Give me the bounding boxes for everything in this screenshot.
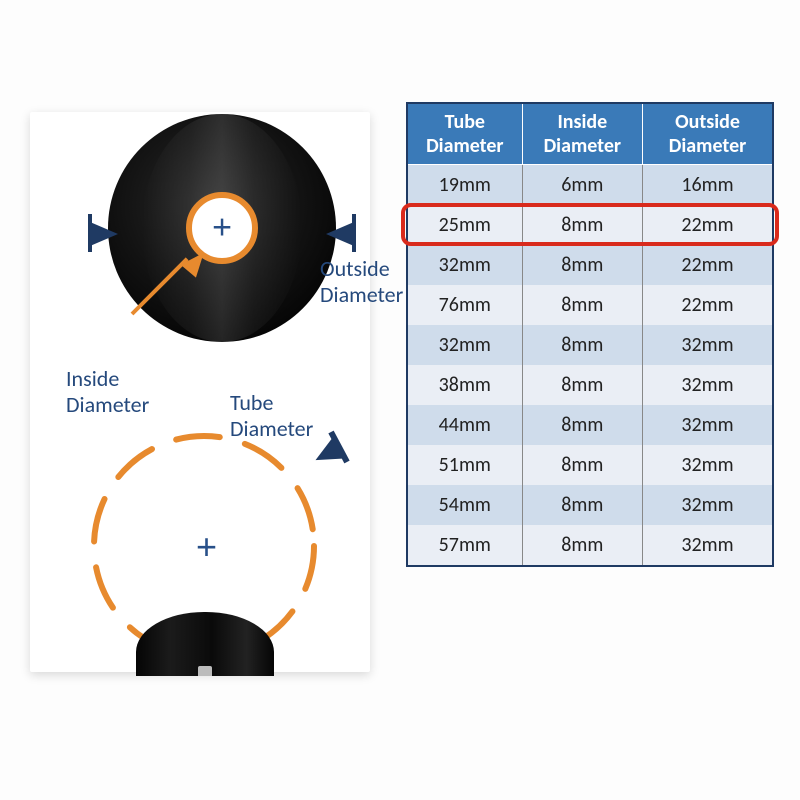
table-cell: 32mm (643, 525, 773, 566)
outside-diameter-label: OutsideDiameter (320, 256, 420, 309)
table-cell: 32mm (643, 485, 773, 525)
table-cell: 8mm (522, 365, 642, 405)
table-cell: 19mm (407, 165, 522, 206)
bottom-tube-diagram: + (78, 426, 338, 676)
col-outside-diameter: Outside Diameter (643, 103, 773, 165)
table-cell: 8mm (522, 205, 642, 245)
col-tube-diameter: Tube Diameter (407, 103, 522, 165)
table-cell: 32mm (643, 405, 773, 445)
table-row: 32mm8mm22mm (407, 245, 773, 285)
table-row: 25mm8mm22mm (407, 205, 773, 245)
table-cell: 22mm (643, 245, 773, 285)
table-cell: 32mm (643, 325, 773, 365)
table-cell: 25mm (407, 205, 522, 245)
table-cell: 8mm (522, 485, 642, 525)
bottom-center-cross-icon: + (196, 526, 217, 568)
table-cell: 51mm (407, 445, 522, 485)
table-cell: 16mm (643, 165, 773, 206)
inside-diameter-label: InsideDiameter (66, 366, 149, 419)
table-row: 51mm8mm32mm (407, 445, 773, 485)
table-cell: 44mm (407, 405, 522, 445)
table-cell: 32mm (407, 325, 522, 365)
table-cell: 8mm (522, 325, 642, 365)
table-cell: 6mm (522, 165, 642, 206)
table-cell: 32mm (643, 445, 773, 485)
table-cell: 8mm (522, 405, 642, 445)
table-cell: 8mm (522, 525, 642, 566)
table-cell: 57mm (407, 525, 522, 566)
table-row: 54mm8mm32mm (407, 485, 773, 525)
table-row: 57mm8mm32mm (407, 525, 773, 566)
table-cell: 22mm (643, 285, 773, 325)
center-cross-icon: + (212, 209, 232, 248)
table-cell: 76mm (407, 285, 522, 325)
table-cell: 54mm (407, 485, 522, 525)
diagram-card: + OutsideDiameter InsideDiameter TubeDia… (30, 112, 370, 672)
table-row: 19mm6mm16mm (407, 165, 773, 206)
table-cell: 38mm (407, 365, 522, 405)
table-cell: 22mm (643, 205, 773, 245)
table-row: 44mm8mm32mm (407, 405, 773, 445)
table-row: 32mm8mm32mm (407, 325, 773, 365)
table-cell: 32mm (643, 365, 773, 405)
table-row: 76mm8mm22mm (407, 285, 773, 325)
table-body: 19mm6mm16mm25mm8mm22mm32mm8mm22mm76mm8mm… (407, 165, 773, 567)
outside-diameter-arrow-left-icon (90, 222, 118, 246)
table-cell: 8mm (522, 445, 642, 485)
outside-diameter-arrow-right-icon (326, 222, 354, 246)
table-cell: 8mm (522, 245, 642, 285)
col-inside-diameter: Inside Diameter (522, 103, 642, 165)
table-row: 38mm8mm32mm (407, 365, 773, 405)
top-tube-end-photo: + (108, 114, 336, 342)
table-cell: 32mm (407, 245, 522, 285)
table-header-row: Tube Diameter Inside Diameter Outside Di… (407, 103, 773, 165)
table-cell: 8mm (522, 285, 642, 325)
diameter-table: Tube Diameter Inside Diameter Outside Di… (406, 102, 774, 567)
